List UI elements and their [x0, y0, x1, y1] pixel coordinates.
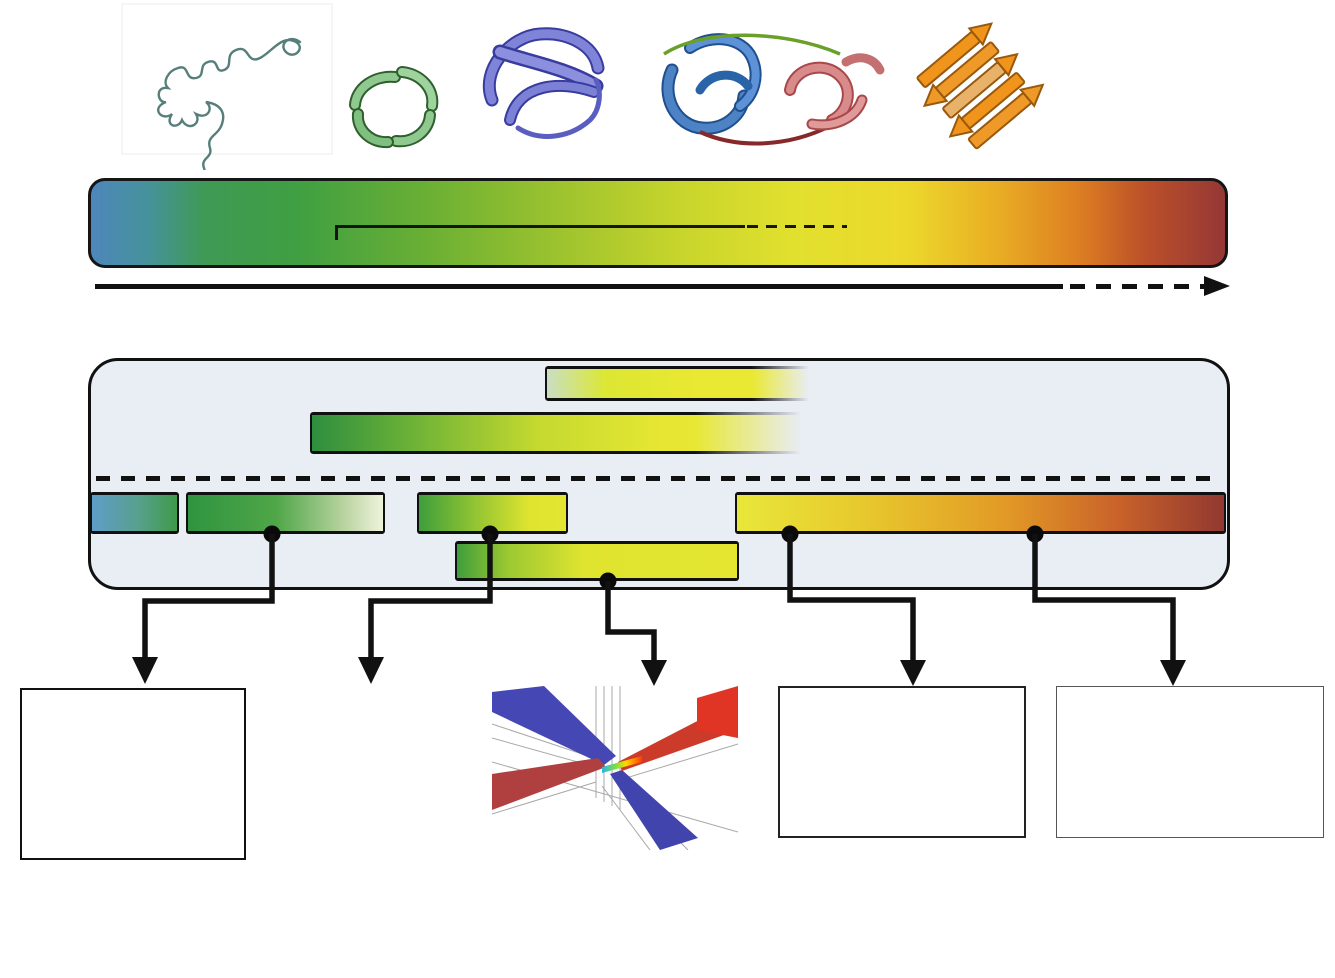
- bar-ns-fcs: [186, 492, 385, 534]
- time-axis-arrowhead-icon: [1204, 276, 1230, 296]
- sample-inlet-left: [492, 758, 606, 810]
- connector-dot-manual-2: [1026, 525, 1044, 543]
- protein-two-domain-image: [661, 33, 885, 146]
- connector-dot-ehistogram: [481, 525, 499, 543]
- arrow-head-2-icon: [358, 657, 384, 684]
- arrow-head-1-icon: [132, 657, 158, 684]
- time-axis-dashed-extension: [1070, 284, 1208, 289]
- connector-dot-microfluidics: [599, 572, 617, 590]
- arrow-line-3: [605, 581, 657, 662]
- connector-dot-nsfcs: [263, 525, 281, 543]
- protein-gallery: [121, 3, 1045, 170]
- protein-helical-peptide-image: [349, 66, 439, 149]
- channel-cross-section: [697, 686, 738, 738]
- bar-manual-mixing: [735, 492, 1226, 534]
- time-axis-line: [95, 284, 1063, 289]
- kinetics-histogram-svg: [1057, 687, 1322, 836]
- bar-lifetimes: [90, 492, 179, 534]
- arrow-head-5-icon: [1160, 660, 1186, 686]
- protein-unfolded-chain-image: [121, 3, 333, 170]
- panel-kinetics-histogram: [1056, 686, 1324, 838]
- panel-transfer-curves: [778, 686, 1026, 838]
- panel-correlation-plot: [20, 688, 246, 860]
- mixing-jet-gradient: [602, 756, 642, 773]
- buffer-inlet-bottom: [610, 770, 698, 850]
- bar-camera-based: [545, 366, 817, 401]
- folding-bracket-tick: [335, 225, 338, 240]
- transfer-curves-svg: [780, 688, 1024, 836]
- arrow-head-4-icon: [900, 660, 926, 686]
- bar-microfluidics: [455, 541, 739, 581]
- bar-tcspc-based: [310, 412, 816, 454]
- time-axis-ticks: [88, 282, 1230, 342]
- timescale-gradient-bar: [88, 178, 1228, 268]
- connector-dot-manual-1: [781, 525, 799, 543]
- panel-microfluidic-mixer: [492, 686, 738, 850]
- contour-plot-svg: [292, 688, 502, 884]
- protein-beta-barrel-image: [482, 27, 605, 139]
- protein-amyloid-fibril-image: [916, 22, 1045, 150]
- correlation-curves-svg: [22, 690, 243, 857]
- panel-2d-histogram: [292, 688, 502, 889]
- immobilized-freediffusion-separator: [96, 476, 1220, 481]
- arrow-head-3-icon: [641, 660, 667, 686]
- folding-bracket-dashes: [747, 225, 847, 228]
- folding-bracket-line: [335, 225, 745, 228]
- buffer-inlet-top: [492, 686, 616, 765]
